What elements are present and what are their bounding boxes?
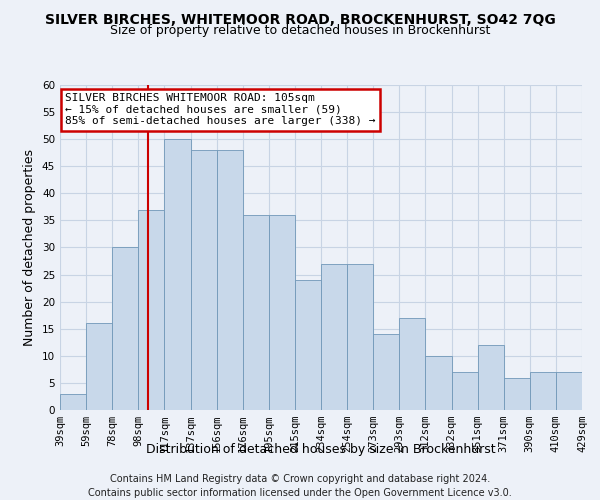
Bar: [269, 215, 295, 410]
Bar: [504, 378, 530, 410]
Text: SILVER BIRCHES, WHITEMOOR ROAD, BROCKENHURST, SO42 7QG: SILVER BIRCHES, WHITEMOOR ROAD, BROCKENH…: [44, 12, 556, 26]
Bar: [347, 264, 373, 410]
Bar: [321, 264, 347, 410]
Bar: [191, 150, 217, 410]
Bar: [452, 372, 478, 410]
Text: Size of property relative to detached houses in Brockenhurst: Size of property relative to detached ho…: [110, 24, 490, 37]
Bar: [530, 372, 556, 410]
Bar: [139, 210, 164, 410]
Bar: [60, 394, 86, 410]
Bar: [112, 248, 139, 410]
Bar: [556, 372, 582, 410]
Bar: [217, 150, 243, 410]
Bar: [373, 334, 400, 410]
Bar: [164, 139, 191, 410]
Bar: [86, 324, 112, 410]
Bar: [400, 318, 425, 410]
Bar: [243, 215, 269, 410]
Y-axis label: Number of detached properties: Number of detached properties: [23, 149, 37, 346]
Text: Contains HM Land Registry data © Crown copyright and database right 2024.
Contai: Contains HM Land Registry data © Crown c…: [88, 474, 512, 498]
Bar: [295, 280, 321, 410]
Text: Distribution of detached houses by size in Brockenhurst: Distribution of detached houses by size …: [146, 442, 496, 456]
Bar: [425, 356, 452, 410]
Bar: [478, 345, 504, 410]
Text: SILVER BIRCHES WHITEMOOR ROAD: 105sqm
← 15% of detached houses are smaller (59)
: SILVER BIRCHES WHITEMOOR ROAD: 105sqm ← …: [65, 93, 376, 126]
